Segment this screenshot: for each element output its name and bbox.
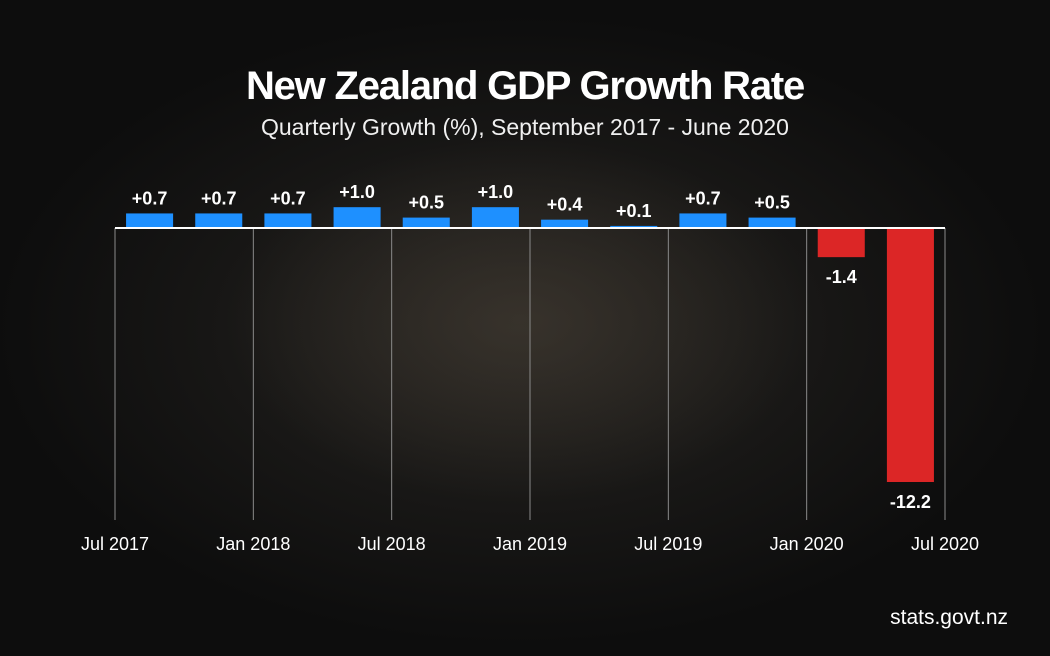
x-tick-label: Jul 2020 (911, 534, 979, 554)
data-label: +1.0 (339, 182, 375, 202)
data-label: +0.7 (270, 188, 306, 208)
source-label: stats.govt.nz (890, 606, 1008, 629)
bar (748, 217, 796, 228)
bar (471, 207, 519, 228)
x-tick-label: Jan 2019 (493, 534, 567, 554)
x-tick-label: Jan 2020 (770, 534, 844, 554)
bar (333, 207, 381, 228)
x-tick-label: Jul 2017 (81, 534, 149, 554)
chart-subtitle: Quarterly Growth (%), September 2017 - J… (261, 114, 789, 140)
chart-title: New Zealand GDP Growth Rate (245, 64, 805, 108)
bar (679, 213, 727, 228)
data-label: +0.7 (132, 188, 168, 208)
bar (541, 219, 589, 228)
bar (610, 225, 658, 228)
data-label: +1.0 (478, 182, 514, 202)
data-label: -12.2 (890, 492, 931, 512)
data-label: +0.4 (547, 195, 583, 215)
bar (402, 217, 450, 228)
bar (886, 228, 934, 482)
data-label: +0.5 (408, 193, 444, 213)
data-label: +0.1 (616, 201, 652, 221)
bar (195, 213, 243, 228)
data-label: -1.4 (826, 267, 857, 287)
data-label: +0.7 (201, 188, 237, 208)
x-tick-label: Jan 2018 (216, 534, 290, 554)
x-tick-label: Jul 2018 (358, 534, 426, 554)
data-label: +0.5 (754, 193, 790, 213)
data-label: +0.7 (685, 188, 721, 208)
bar (126, 213, 174, 228)
bar (264, 213, 312, 228)
x-tick-label: Jul 2019 (634, 534, 702, 554)
bar (817, 228, 865, 258)
